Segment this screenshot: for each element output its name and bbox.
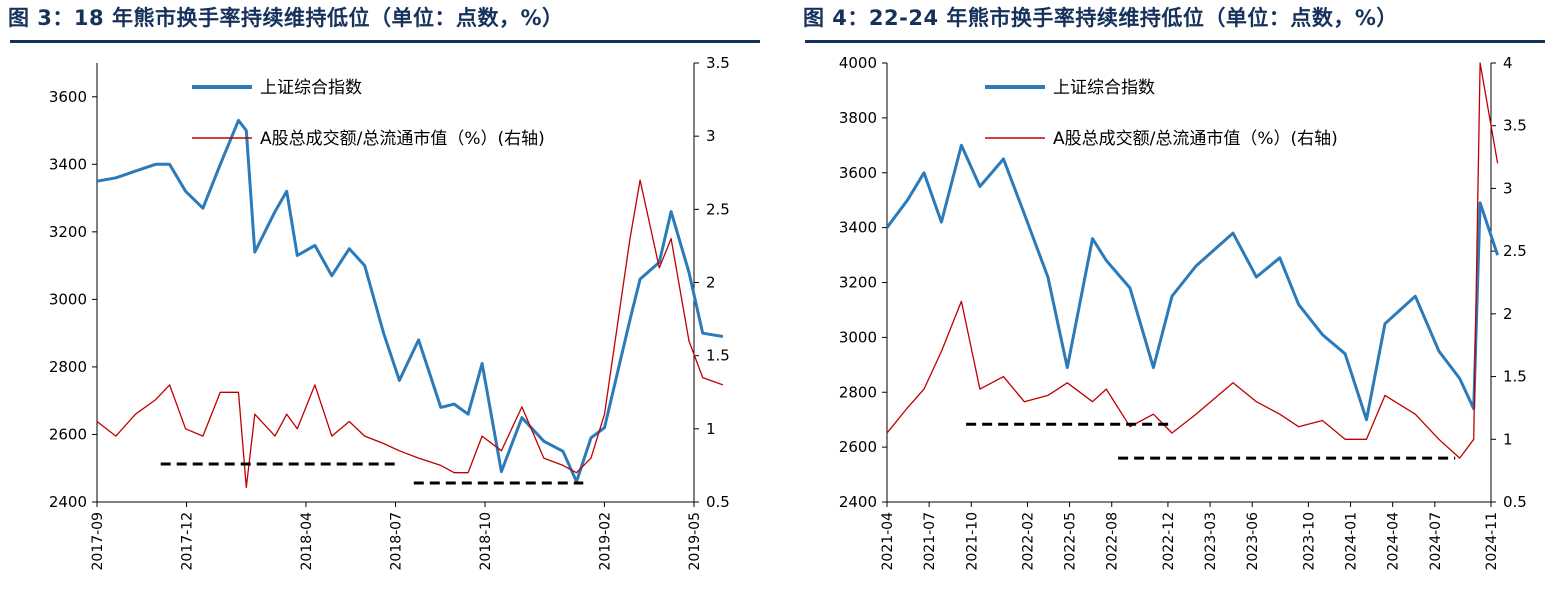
x-tick-label: 2018-04 (299, 512, 315, 571)
y-right-tick-label: 2 (1503, 305, 1513, 323)
legend-label-turnover: A股总成交额/总流通市值（%）(右轴) (260, 129, 545, 149)
x-tick-label: 2022-02 (1020, 512, 1036, 571)
y-left-tick-label: 2600 (839, 438, 877, 456)
x-tick-label: 2024-01 (1344, 512, 1360, 571)
legend-label-index: 上证综合指数 (260, 78, 362, 98)
x-tick-label: 2023-03 (1203, 512, 1219, 571)
chart-svg-left: 2400 2600 2800 3000 3200 3400 3600 0.5 1 1.5 2 2.5 3… (49, 54, 730, 571)
legend-label-turnover: A股总成交额/总流通市值（%）(右轴) (1053, 129, 1338, 149)
x-tick-label: 2024-11 (1484, 512, 1500, 571)
x-tick-label: 2024-07 (1428, 512, 1444, 571)
y-right-tick-label: 3 (706, 127, 716, 145)
x-tick-label: 2018-10 (478, 512, 494, 571)
x-tick-label: 2024-04 (1386, 512, 1402, 571)
chart-title: 图 3：18 年熊市换手率持续维持低位（单位：点数，%） (8, 6, 564, 30)
x-tick-label: 2019-02 (597, 512, 613, 571)
y-right-tick-label: 4 (1503, 54, 1513, 72)
legend-label-index: 上证综合指数 (1053, 78, 1155, 98)
y-left-tick-label: 2400 (49, 493, 87, 511)
x-tick-label: 2021-04 (880, 512, 896, 571)
y-right-tick-label: 0.5 (706, 493, 730, 511)
y-right-tick-label: 3.5 (706, 54, 730, 72)
y-right-tick-label: 1.5 (1503, 368, 1527, 386)
y-right-tick-label: 1 (706, 420, 716, 438)
series-line-index (885, 143, 1500, 422)
y-left-tick-label: 2600 (49, 425, 87, 443)
y-left-tick-label: 3600 (839, 164, 877, 182)
y-left-tick-label: 3600 (49, 88, 87, 106)
y-left-tick-label: 3400 (49, 155, 87, 173)
chart-panel-right: 图 4：22-24 年熊市换手率持续维持低位（单位：点数，%） 2400 2600… (795, 0, 1555, 603)
title-rule (805, 40, 1545, 43)
y-right-tick-label: 2 (706, 274, 716, 292)
x-tick-label: 2021-10 (964, 512, 980, 571)
chart-title: 图 4：22-24 年熊市换手率持续维持低位（单位：点数，%） (803, 6, 1398, 30)
x-tick-label: 2017-09 (90, 512, 106, 571)
y-right-tick-label: 1.5 (706, 347, 730, 365)
y-left-tick-label: 3800 (839, 109, 877, 127)
title-rule (10, 40, 760, 43)
x-tick-label: 2018-07 (389, 512, 405, 571)
series-line-index (96, 118, 724, 484)
x-tick-label: 2023-06 (1245, 512, 1261, 571)
y-left-tick-label: 2400 (839, 493, 877, 511)
series-line-turnover (886, 62, 1499, 459)
chart-panel-left: 图 3：18 年熊市换手率持续维持低位（单位：点数，%） 2400 2600 280… (0, 0, 768, 603)
y-left-tick-label: 3400 (839, 219, 877, 237)
y-left-tick-label: 3200 (839, 274, 877, 292)
y-left-tick-label: 3200 (49, 223, 87, 241)
y-right-tick-label: 1 (1503, 430, 1513, 448)
x-tick-label: 2021-07 (922, 512, 938, 571)
y-left-tick-label: 2800 (49, 358, 87, 376)
x-tick-label: 2017-12 (180, 512, 196, 571)
x-tick-label: 2022-08 (1105, 512, 1121, 571)
y-left-tick-label: 4000 (839, 54, 877, 72)
y-right-tick-label: 3 (1503, 179, 1513, 197)
x-tick-label: 2019-05 (687, 512, 703, 571)
y-right-tick-label: 3.5 (1503, 117, 1527, 135)
y-left-tick-label: 3000 (49, 290, 87, 308)
y-left-tick-label: 3000 (839, 328, 877, 346)
y-right-tick-label: 0.5 (1503, 493, 1527, 511)
chart-svg-right: 2400 2600 2800 3000 3200 3400 3600 3800 4000 0.5 1… (839, 54, 1527, 571)
y-right-tick-label: 2.5 (706, 200, 730, 218)
series-line-turnover (96, 179, 724, 489)
y-right-tick-label: 2.5 (1503, 242, 1527, 260)
x-tick-label: 2022-05 (1063, 512, 1079, 571)
y-left-tick-label: 2800 (839, 383, 877, 401)
x-tick-label: 2022-12 (1161, 512, 1177, 571)
x-tick-label: 2023-10 (1301, 512, 1317, 571)
